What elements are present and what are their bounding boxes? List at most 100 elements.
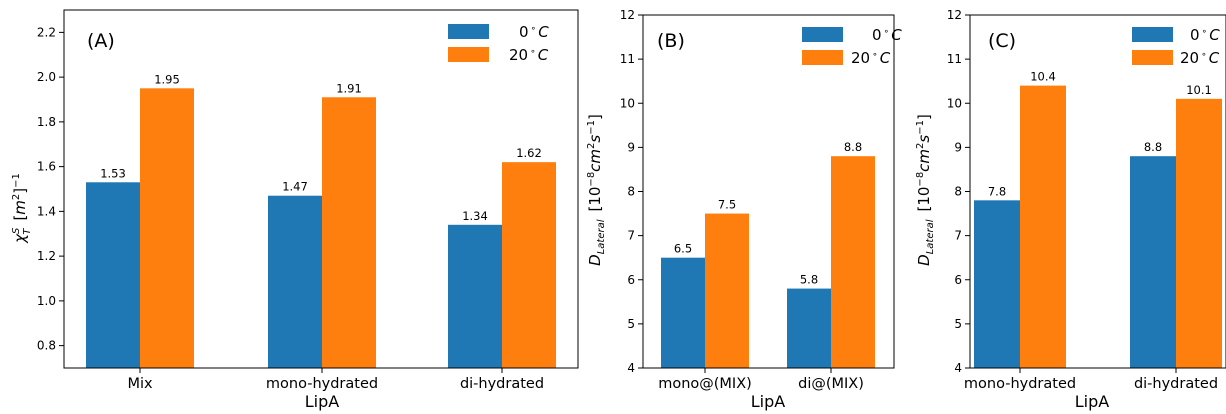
plot-frame-b — [642, 14, 895, 369]
legend-swatch-20c — [1132, 50, 1173, 65]
panel-label-a: (A) — [87, 30, 115, 52]
y-axis-label-sub: T — [22, 228, 33, 235]
y-tick-label-b-3: 7 — [627, 229, 635, 243]
legend-label-0c: 0 ∘ C — [1190, 26, 1220, 44]
panel-label-b: (B) — [657, 30, 685, 52]
y-axis-label-unit-exp: 2 — [11, 194, 22, 200]
y-tick-label-a-4: 1.6 — [37, 160, 56, 174]
x-tick-label-a-1: mono-hydrated — [266, 376, 378, 392]
bar-c-1-0 — [1130, 156, 1176, 368]
bar-a-1-0 — [268, 195, 322, 368]
bar-value-label-b-1-1: 8.8 — [844, 140, 862, 154]
y-tick-label-c-7: 11 — [947, 52, 962, 66]
bar-value-label-c-1-0: 8.8 — [1144, 140, 1162, 154]
legend-swatch-20c — [448, 47, 489, 62]
legend-label-0c: 0 ∘ C — [519, 23, 549, 41]
plot-area-b: 6.5 7.5 mono@(MIX) 5.8 8.8 di@(MIX) 4 5 6 7 8 9 10 11… — [620, 8, 895, 392]
x-axis-label-b: LipA — [751, 392, 786, 411]
panel-label-c: (C) — [988, 30, 1016, 52]
y-axis-label-c: DLateral[10−8cm2s−1] — [915, 114, 936, 266]
y-tick-label-a-5: 1.8 — [37, 115, 56, 129]
y-axis-label-bracket-close: ] — [11, 188, 29, 194]
x-tick-label-c-1: di-hydrated — [1134, 376, 1218, 392]
bar-c-0-0 — [974, 200, 1020, 368]
legend-label-0c: 0 ∘ C — [872, 26, 902, 44]
bar-value-label-b-1-0: 5.8 — [800, 273, 818, 287]
y-tick-label-c-0: 4 — [954, 361, 962, 375]
chart-panel-a: 1.531.95Mix1.471.91mono-hydrated1.341.62… — [11, 9, 579, 411]
y-tick-label-c-3: 7 — [954, 229, 962, 243]
bar-a-0-0 — [86, 182, 140, 368]
y-tick-label-b-2: 6 — [627, 273, 635, 287]
y-tick-label-a-3: 1.4 — [37, 204, 56, 218]
bar-b-0-1 — [705, 213, 749, 368]
bar-a-2-1 — [502, 162, 556, 368]
bar-value-label-c-1-1: 10.1 — [1186, 83, 1212, 97]
y-tick-label-c-2: 6 — [954, 273, 962, 287]
x-axis-label-a: LipA — [305, 392, 340, 411]
legend-label-20c: 20 ∘ C — [509, 46, 549, 64]
y-tick-label-a-6: 2.0 — [37, 70, 56, 84]
bar-value-label-a-0-0: 1.53 — [100, 166, 126, 180]
bar-value-label-a-1-1: 1.91 — [336, 81, 362, 95]
plot-area-c: 7.8 10.4 mono-hydrated 8.8 10.1 di-hydrated 4 5… — [947, 8, 1226, 392]
x-axis-label-c: LipA — [1075, 392, 1110, 411]
y-tick-label-c-1: 5 — [954, 317, 962, 331]
y-tick-label-b-5: 9 — [627, 140, 635, 154]
y-tick-label-b-0: 4 — [627, 361, 635, 375]
legend-label-20c: 20 ∘ C — [1180, 49, 1220, 67]
legend-c: 0 ∘ C 20 ∘ C — [1132, 26, 1220, 67]
bar-value-label-a-1-0: 1.47 — [282, 180, 308, 194]
y-tick-label-b-6: 10 — [620, 96, 635, 110]
bar-value-label-b-0-0: 6.5 — [674, 242, 692, 256]
legend-label-20c: 20 ∘ C — [851, 49, 891, 67]
bar-value-label-b-0-1: 7.5 — [718, 198, 736, 212]
legend-b: 0 ∘ C 20 ∘ C — [802, 26, 902, 67]
bar-c-1-1 — [1176, 98, 1222, 369]
y-tick-label-a-7: 2.2 — [37, 25, 56, 39]
legend-swatch-20c — [802, 50, 843, 65]
bar-c-0-1 — [1020, 85, 1066, 368]
plot-frame-c — [969, 14, 1226, 369]
y-tick-label-b-1: 5 — [627, 317, 635, 331]
plot-area-a: 1.531.95Mix1.471.91mono-hydrated1.341.62… — [37, 9, 579, 392]
bar-value-label-a-0-1: 1.95 — [154, 72, 180, 86]
bar-value-label-a-2-1: 1.62 — [516, 146, 542, 160]
x-tick-label-b-0: mono@(MIX) — [658, 376, 752, 392]
y-tick-label-a-2: 1.2 — [37, 249, 56, 263]
y-axis-label-sup: S — [11, 227, 22, 234]
chart-panel-b: 6.5 7.5 mono@(MIX) 5.8 8.8 di@(MIX) 4 5 6 7 8 9 10 11… — [586, 8, 902, 411]
y-axis-label-b: DLateral[10−8cm2s−1] — [586, 114, 607, 266]
y-axis-label-unit: m — [11, 200, 29, 215]
bar-a-0-1 — [140, 88, 194, 368]
bar-value-label-c-0-1: 10.4 — [1030, 70, 1056, 84]
bar-a-2-0 — [448, 224, 502, 368]
legend-swatch-0c — [448, 24, 489, 39]
bar-value-label-a-2-0: 1.34 — [462, 209, 488, 223]
y-axis-label-symbol: χ — [11, 233, 29, 244]
x-tick-label-a-2: di-hydrated — [460, 376, 544, 392]
y-tick-label-c-5: 9 — [954, 140, 962, 154]
y-axis-label-bracket-open: [ — [11, 215, 29, 221]
x-tick-label-c-0: mono-hydrated — [964, 376, 1076, 392]
y-tick-label-c-6: 10 — [947, 96, 962, 110]
bar-b-1-1 — [831, 156, 875, 368]
y-axis-label-a: χST [m2]−1 — [11, 173, 33, 244]
bar-value-label-c-0-0: 7.8 — [988, 184, 1006, 198]
legend-swatch-0c — [1132, 27, 1173, 42]
x-tick-label-a-0: Mix — [127, 376, 153, 392]
legend-a: 0 ∘ C 20 ∘ C — [448, 23, 549, 64]
legend-swatch-0c — [802, 27, 843, 42]
y-tick-label-b-4: 8 — [627, 185, 635, 199]
plot-frame-a — [63, 9, 579, 369]
chart-panel-c: 7.8 10.4 mono-hydrated 8.8 10.1 di-hydrated 4 5… — [915, 8, 1226, 411]
y-tick-label-c-8: 12 — [947, 8, 962, 22]
bar-b-1-0 — [787, 288, 831, 368]
y-tick-label-a-1: 1.0 — [37, 294, 56, 308]
y-tick-label-a-0: 0.8 — [37, 339, 56, 353]
bar-b-0-0 — [661, 257, 705, 368]
x-tick-label-b-1: di@(MIX) — [798, 376, 864, 392]
y-axis-label-exp: −1 — [11, 173, 22, 188]
bar-a-1-1 — [322, 97, 376, 368]
